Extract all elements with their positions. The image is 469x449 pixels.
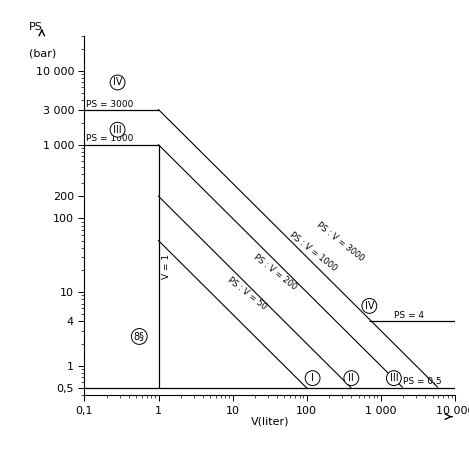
Text: IV: IV <box>364 301 374 311</box>
Text: PS : V = 1000: PS : V = 1000 <box>287 231 338 273</box>
Text: PS : V = 200: PS : V = 200 <box>251 253 298 292</box>
Text: (bar): (bar) <box>29 48 56 58</box>
Text: IV: IV <box>113 78 122 88</box>
Text: II: II <box>348 373 354 383</box>
Text: PS = 0,5: PS = 0,5 <box>403 377 442 386</box>
Text: PS = 4: PS = 4 <box>394 311 424 320</box>
Text: PS = 1000: PS = 1000 <box>86 134 133 143</box>
Text: PS : V = 3000: PS : V = 3000 <box>315 220 366 263</box>
Text: PS : V = 50: PS : V = 50 <box>226 275 268 311</box>
X-axis label: V(liter): V(liter) <box>250 417 289 427</box>
Text: PS: PS <box>29 22 43 32</box>
Text: III: III <box>390 373 398 383</box>
Text: PS = 3000: PS = 3000 <box>86 100 133 109</box>
Text: I: I <box>311 373 314 383</box>
Text: V = 1: V = 1 <box>162 254 172 279</box>
Text: III: III <box>113 125 122 135</box>
Text: 8§: 8§ <box>134 331 145 342</box>
